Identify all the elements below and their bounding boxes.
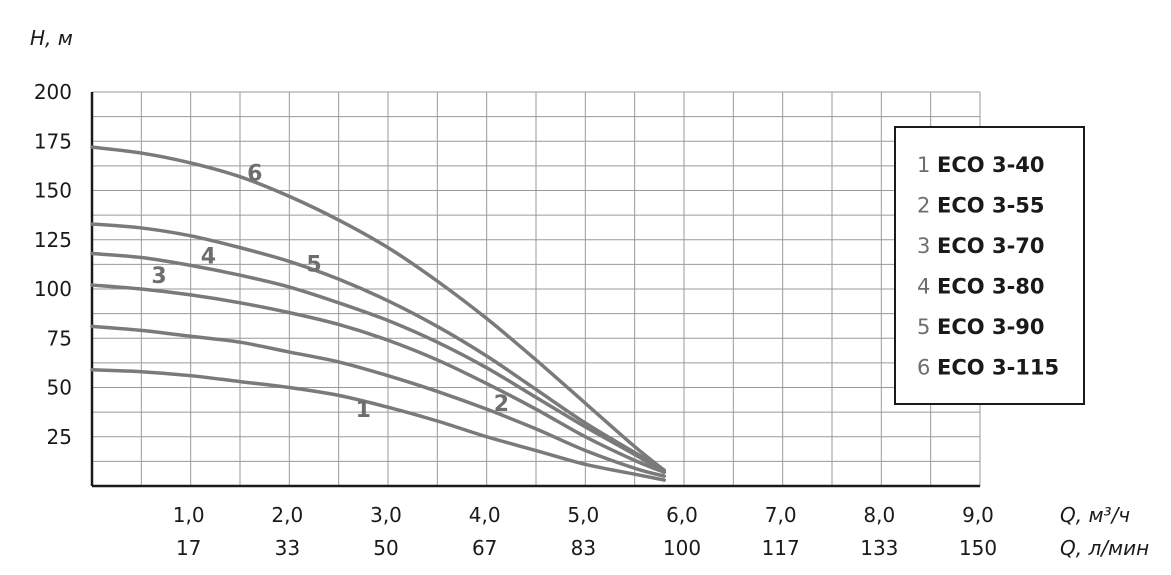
- legend-entry-model: ECO 3-115: [937, 356, 1059, 380]
- x-tick-label-secondary: 117: [762, 536, 800, 560]
- x-tick-label-primary: 5,0: [567, 503, 599, 527]
- y-axis-title: H, м: [30, 26, 73, 50]
- curve-label-5: 5: [306, 252, 321, 277]
- x-tick-label-secondary: 50: [373, 536, 398, 560]
- x-tick-label-secondary: 67: [472, 536, 497, 560]
- legend-entry: 4 ECO 3-80: [917, 275, 1045, 299]
- curve-labels: 1 2 3 4 5 6: [151, 162, 509, 423]
- legend-entry-model: ECO 3-55: [937, 194, 1044, 218]
- legend-entry-number: 3: [917, 234, 937, 258]
- legend-entry: 3 ECO 3-70: [917, 234, 1045, 258]
- legend-entry-model: ECO 3-40: [937, 153, 1044, 177]
- x-tick-label-secondary: 150: [959, 536, 997, 560]
- x-tick-label-primary: 3,0: [370, 503, 402, 527]
- legend: 1 ECO 3-402 ECO 3-553 ECO 3-704 ECO 3-80…: [894, 126, 1085, 405]
- curve-label-2: 2: [494, 392, 509, 417]
- legend-entry: 1 ECO 3-40: [917, 153, 1045, 177]
- pump-curve-3: [90, 283, 667, 474]
- legend-entry-model: ECO 3-90: [937, 315, 1044, 339]
- y-tick-label: 175: [34, 129, 72, 153]
- x-tick-label-primary: 8,0: [863, 503, 895, 527]
- legend-entry: 6 ECO 3-115: [917, 356, 1059, 380]
- y-tick-label: 200: [34, 80, 72, 104]
- curve-label-6: 6: [247, 162, 262, 187]
- x-tick-label-secondary: 100: [663, 536, 701, 560]
- legend-entry-number: 2: [917, 194, 937, 218]
- legend-box: [894, 126, 1085, 405]
- x-tick-label-primary: 7,0: [765, 503, 797, 527]
- x-tick-label-primary: 6,0: [666, 503, 698, 527]
- y-tick-label: 100: [34, 277, 72, 301]
- legend-entry-model: ECO 3-70: [937, 234, 1044, 258]
- x-tick-label-secondary: 17: [176, 536, 201, 560]
- legend-entry-number: 6: [917, 356, 937, 380]
- x-axis-title-secondary: Q, л/мин: [1060, 536, 1149, 560]
- y-tick-label: 75: [47, 326, 72, 350]
- curves: [90, 145, 667, 482]
- curve-label-4: 4: [201, 244, 216, 269]
- pump-curve-4: [90, 251, 667, 474]
- pump-curve-1: [90, 368, 667, 482]
- legend-entry: 2 ECO 3-55: [917, 194, 1045, 218]
- y-tick-label: 25: [47, 425, 72, 449]
- x-tick-label-secondary: 33: [275, 536, 300, 560]
- pump-curve-6: [90, 145, 667, 472]
- y-tick-label: 150: [34, 179, 72, 203]
- x-tick-label-primary: 4,0: [469, 503, 501, 527]
- legend-entry-number: 4: [917, 275, 937, 299]
- legend-entry-number: 5: [917, 315, 937, 339]
- y-tick-label: 50: [47, 376, 72, 400]
- y-tick-label: 125: [34, 228, 72, 252]
- legend-entry-number: 1: [917, 153, 937, 177]
- x-tick-label-primary: 2,0: [271, 503, 303, 527]
- curve-label-3: 3: [151, 264, 166, 289]
- x-tick-label-primary: 9,0: [962, 503, 994, 527]
- curve-label-1: 1: [356, 398, 371, 423]
- pump-curve-2: [90, 324, 667, 478]
- legend-entry: 5 ECO 3-90: [917, 315, 1045, 339]
- x-tick-label-secondary: 83: [571, 536, 596, 560]
- pump-curve-5: [90, 222, 667, 472]
- x-tick-label-secondary: 133: [860, 536, 898, 560]
- legend-entry-model: ECO 3-80: [937, 275, 1044, 299]
- axes: [90, 92, 980, 488]
- x-tick-label-primary: 1,0: [173, 503, 205, 527]
- grid: [92, 91, 981, 486]
- x-axis-title-primary: Q, м³/ч: [1060, 503, 1130, 527]
